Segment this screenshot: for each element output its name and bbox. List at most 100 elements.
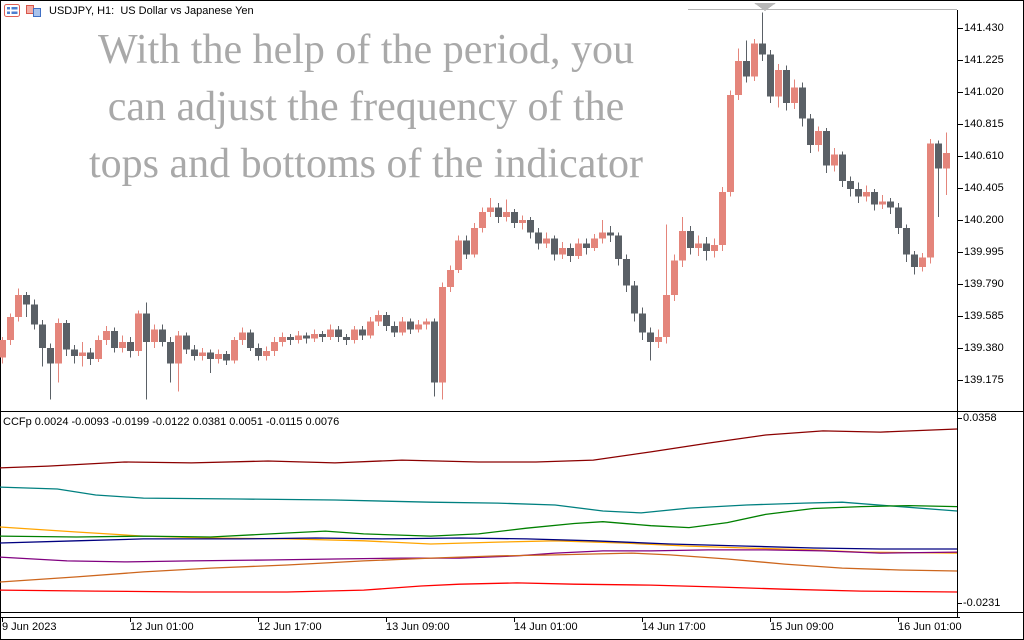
candle-body [887,201,894,208]
candle-body [415,324,422,330]
candle-body [535,232,542,244]
candle-body [799,87,806,119]
candle-body [255,348,262,356]
candle-body [775,70,782,97]
candle-body [663,294,670,337]
list-icon[interactable] [4,4,21,18]
candle-body [47,348,54,364]
candle-body [487,207,494,213]
candle-body [119,341,126,348]
candle-body [127,341,134,352]
candle-body [167,341,174,364]
candle-body [607,232,614,236]
candle-body [327,329,334,338]
candle-body [79,352,86,356]
candle-body [287,337,294,341]
candle-body [831,154,838,166]
candle-body [743,60,750,77]
candle-body [95,340,102,359]
candle-body [303,335,310,339]
ccfp-line-green [0,504,958,538]
candle-body [71,349,78,356]
candle-body [431,321,438,383]
candle-body [783,70,790,103]
candle-body [591,238,598,249]
candle-body [599,232,606,239]
candle-body [23,294,30,305]
candle-body [455,240,462,270]
candle-body [135,313,142,352]
candle-body [103,330,110,341]
candle-body [615,235,622,259]
candle-body [151,329,158,342]
candle-body [143,313,150,342]
indicator-values: 0.0024 -0.0093 -0.0199 -0.0122 0.0381 0.… [34,416,340,428]
candle-body [0,340,6,358]
candle-body [703,243,710,252]
candle-body [183,335,190,350]
candle-body [815,131,822,145]
watermark-line: With the help of the period, you [97,27,634,73]
candle-body [647,332,654,342]
candle-body [655,337,662,342]
ccfp-line-maroon [0,428,958,469]
time-axis-label: 14 Jun 17:00 [642,621,706,633]
candle-body [239,332,246,341]
candle-body [919,257,926,267]
candle-body [463,240,470,255]
candle-body [111,330,118,348]
candle-body [639,313,646,333]
watermark: With the help of the period, you can adj… [0,22,732,193]
chart-shift-marker-icon[interactable] [754,3,776,11]
price-axis-label: 141.225 [964,54,1004,66]
chart-title: USDJPY, H1: US Dollar vs Japanese Yen [49,5,254,17]
price-axis-label: 140.815 [964,118,1004,130]
candle-body [807,118,814,145]
candle-body [671,260,678,295]
candle-body [695,243,702,249]
ccfp-line-chocolate [0,552,958,583]
ccfp-line-orange [0,526,958,554]
candle-body [879,201,886,205]
candle-body [735,60,742,96]
candle-body [15,294,22,317]
candle-body [223,354,230,361]
candle-body [423,321,430,325]
price-axis-label: 139.995 [964,246,1004,258]
candle-body [367,321,374,336]
time-axis-label: 14 Jun 01:00 [514,621,578,633]
candle-body [527,220,534,233]
candle-body [551,238,558,255]
candle-body [679,230,686,261]
candle-body [31,304,38,325]
candle-body [375,315,382,322]
candle-body [839,154,846,181]
candle-body [279,337,286,342]
candle-body [935,143,942,169]
price-axis-label: 140.405 [964,182,1004,194]
watermark-line: can adjust the frequency of the [107,84,625,130]
candle-body [895,207,902,228]
candle-body [871,191,878,205]
price-axis-label: 140.610 [964,150,1004,162]
candle-body [311,334,318,339]
ccfp-line-red [0,582,958,593]
candle-body [543,238,550,244]
time-axis-label: 12 Jun 01:00 [130,621,194,633]
candle-body [399,321,406,333]
candle-body [407,321,414,330]
candle-body [855,188,862,197]
candle-body [711,245,718,252]
candle-body [319,334,326,338]
candle-body [479,212,486,228]
candle-body [719,191,726,245]
candle-body [687,230,694,249]
candle-body [207,352,214,359]
candles-icon[interactable] [25,4,42,18]
candle-body [583,243,590,249]
candle-body [7,316,14,341]
candle-body [623,259,630,286]
